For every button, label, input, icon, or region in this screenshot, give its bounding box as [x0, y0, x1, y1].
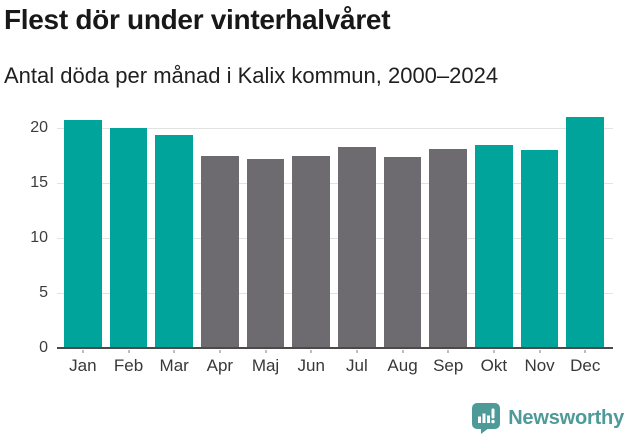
y-tick-label-15: 15	[30, 174, 48, 191]
x-tick-label: Sep	[433, 356, 464, 375]
x-category-jul: Jul	[338, 350, 376, 376]
x-category-feb: Feb	[110, 350, 148, 376]
x-tick-mark	[355, 350, 358, 353]
x-axis: Jan Feb Mar Apr Maj Jun Jul Aug Sep Okt Nov Dec	[57, 350, 613, 376]
gridline-10	[57, 237, 613, 239]
gridline-20	[57, 127, 613, 129]
bar-jan	[64, 120, 102, 348]
bar-series	[57, 106, 613, 348]
x-category-aug: Aug	[384, 350, 422, 376]
x-tick-mark	[584, 350, 587, 353]
x-category-nov: Nov	[521, 350, 559, 376]
newsworthy-logo-icon	[472, 403, 501, 434]
x-tick-mark	[447, 350, 450, 353]
x-tick-mark	[538, 350, 541, 353]
gridline-5	[57, 292, 613, 294]
x-axis-line	[57, 347, 613, 349]
x-tick-mark	[492, 350, 495, 353]
x-tick-label: Mar	[159, 356, 189, 375]
bar-apr	[201, 155, 239, 348]
x-tick-mark	[264, 350, 267, 353]
x-category-apr: Apr	[201, 350, 239, 376]
y-tick-label-5: 5	[39, 284, 48, 301]
x-tick-label: Nov	[524, 356, 555, 375]
bar-mar	[155, 134, 194, 348]
bar-maj	[246, 158, 285, 348]
newsworthy-brand-text: Newsworthy	[508, 407, 624, 429]
x-category-maj: Maj	[247, 350, 285, 376]
x-tick-mark	[173, 350, 176, 353]
gridline-15	[57, 182, 613, 184]
x-tick-mark	[127, 350, 130, 353]
bar-dec	[566, 117, 605, 348]
chart-title: Flest dör under vinterhalvåret	[4, 4, 391, 35]
y-tick-label-0: 0	[39, 339, 48, 356]
y-tick-label-10: 10	[30, 229, 48, 246]
x-category-mar: Mar	[155, 350, 193, 376]
x-category-dec: Dec	[566, 350, 604, 376]
plot-area	[57, 106, 613, 349]
bar-okt	[475, 144, 513, 348]
x-tick-label: Jun	[297, 356, 325, 375]
x-tick-mark	[218, 350, 221, 353]
x-tick-mark	[401, 350, 404, 353]
x-tick-label: Apr	[206, 356, 234, 375]
bar-sep	[429, 148, 468, 348]
bar-nov	[520, 150, 559, 348]
x-tick-mark	[81, 350, 84, 353]
x-tick-label: Maj	[251, 356, 280, 375]
x-category-jun: Jun	[292, 350, 330, 376]
newsworthy-attribution[interactable]: Newsworthy	[472, 403, 624, 434]
y-tick-label-20: 20	[30, 119, 48, 136]
bar-jun	[292, 155, 331, 348]
bar-aug	[383, 156, 422, 348]
x-tick-label: Okt	[480, 356, 508, 375]
x-tick-mark	[310, 350, 313, 353]
chart-subtitle: Antal döda per månad i Kalix kommun, 200…	[4, 63, 499, 88]
x-tick-label: Feb	[113, 356, 144, 375]
x-category-jan: Jan	[64, 350, 102, 376]
x-tick-label: Jan	[69, 356, 97, 375]
x-category-okt: Okt	[475, 350, 513, 376]
bar-feb	[109, 128, 148, 348]
x-tick-label: Aug	[387, 356, 418, 375]
x-category-sep: Sep	[429, 350, 467, 376]
x-tick-label: Jul	[346, 356, 368, 375]
bar-jul	[338, 146, 376, 348]
y-axis: 0 5 10 15 20	[0, 106, 48, 356]
x-tick-label: Dec	[570, 356, 601, 375]
